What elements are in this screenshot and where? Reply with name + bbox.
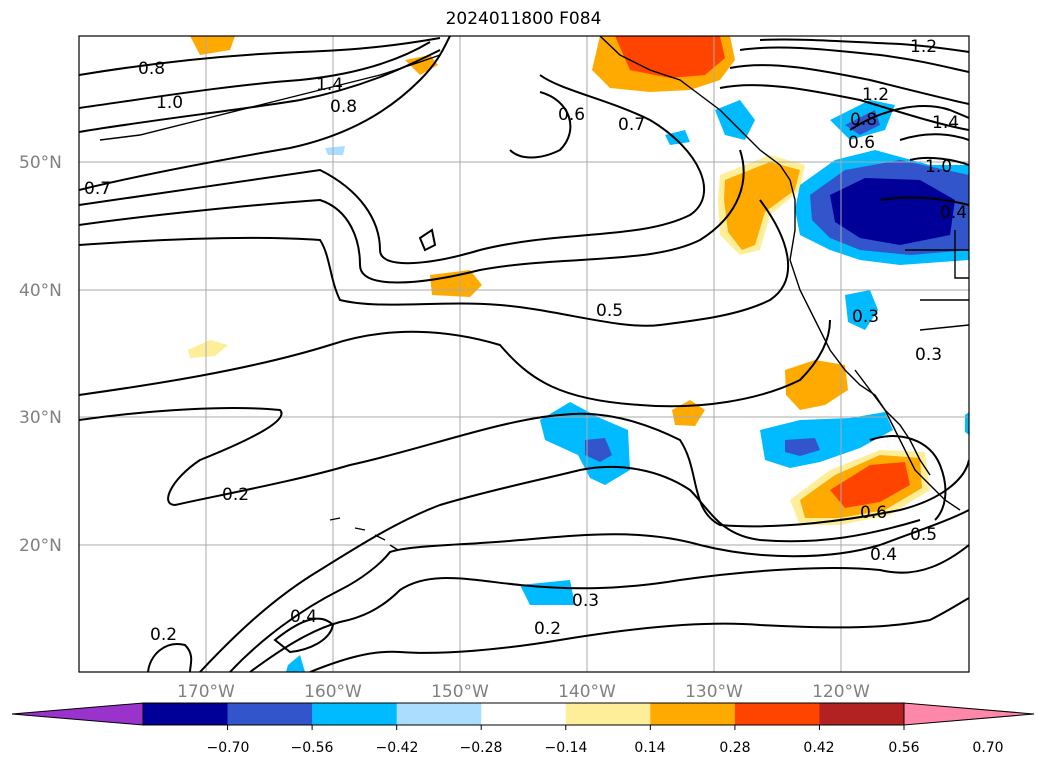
lon-label-140w: 140°W: [558, 682, 616, 702]
contour-label: 0.8: [850, 110, 877, 130]
contour-label: 0.7: [84, 179, 111, 199]
colorbar: −0.70 −0.56 −0.42 −0.28 −0.14 0.14 0.28 …: [11, 702, 1035, 756]
contour-label: 0.7: [618, 115, 645, 135]
colorbar-segment: [819, 703, 905, 725]
colorbar-tick-label: −0.70: [207, 740, 250, 756]
colorbar-segment: [734, 703, 820, 725]
lat-label-20n: 20°N: [19, 536, 62, 556]
colorbar-segment: [143, 703, 229, 725]
contour-label: 1.4: [316, 75, 343, 95]
contour-label: 0.6: [860, 503, 887, 523]
colorbar-extension-low: [11, 702, 144, 726]
lat-label-40n: 40°N: [19, 281, 62, 301]
lon-label-120w: 120°W: [812, 682, 870, 702]
colorbar-segment: [565, 703, 651, 725]
contour-label: 0.4: [290, 607, 317, 627]
contour-label: 0.4: [870, 545, 897, 565]
colorbar-tick-label: 0.42: [803, 740, 834, 756]
colorbar-segment: [396, 703, 482, 725]
contour-label: 0.5: [596, 301, 623, 321]
colorbar-tick-label: −0.14: [545, 740, 588, 756]
contour-labels: 0.8 1.0 1.4 0.8 0.7 0.6 0.7 1.2 1.2 0.8 …: [84, 37, 967, 645]
contour-label: 0.8: [138, 59, 165, 79]
height-contours: [79, 36, 969, 672]
colorbar-tick-label: −0.56: [291, 740, 334, 756]
lon-label-150w: 150°W: [431, 682, 489, 702]
lat-label-30n: 30°N: [19, 408, 62, 428]
colorbar-tick-label: 0.56: [888, 740, 919, 756]
lon-label-130w: 130°W: [685, 682, 743, 702]
colorbar-tick-label: 0.70: [972, 740, 1003, 756]
contour-label: 0.6: [558, 105, 585, 125]
map-border: [78, 35, 970, 673]
contour-label: 0.2: [534, 619, 561, 639]
colorbar-tick-label: −0.42: [376, 740, 419, 756]
contour-label: 0.4: [940, 203, 967, 223]
contour-label: 0.3: [915, 345, 942, 365]
contour-label: 0.6: [848, 133, 875, 153]
colorbar-tick-label: −0.28: [460, 740, 503, 756]
colorbar-tick-label: 0.14: [634, 740, 665, 756]
contour-label: 0.8: [330, 97, 357, 117]
longitude-labels: 170°W 160°W 150°W 140°W 130°W 120°W: [177, 682, 870, 702]
contour-label: 1.4: [932, 113, 959, 133]
contour-label: 1.2: [910, 37, 937, 57]
colorbar-segment: [227, 703, 313, 725]
contour-label: 0.2: [222, 485, 249, 505]
grid-lines: [79, 36, 969, 672]
lat-label-50n: 50°N: [19, 153, 62, 173]
contour-label: 0.3: [572, 591, 599, 611]
lon-label-160w: 160°W: [304, 682, 362, 702]
colorbar-segment: [312, 703, 398, 725]
colorbar-segment: [650, 703, 736, 725]
latitude-labels: 50°N 40°N 30°N 20°N: [19, 153, 62, 556]
contour-label: 0.5: [910, 525, 937, 545]
lon-label-170w: 170°W: [177, 682, 235, 702]
contour-label: 0.2: [150, 625, 177, 645]
colorbar-extension-high: [903, 702, 1035, 726]
colorbar-segment: [481, 703, 567, 725]
contour-label: 1.2: [862, 85, 889, 105]
contour-label: 0.3: [852, 307, 879, 327]
contour-label: 1.0: [925, 157, 952, 177]
colorbar-tick-label: 0.28: [719, 740, 750, 756]
contour-label: 1.0: [156, 93, 183, 113]
coastlines: [99, 36, 969, 551]
map-title: 2024011800 F084: [445, 9, 602, 29]
